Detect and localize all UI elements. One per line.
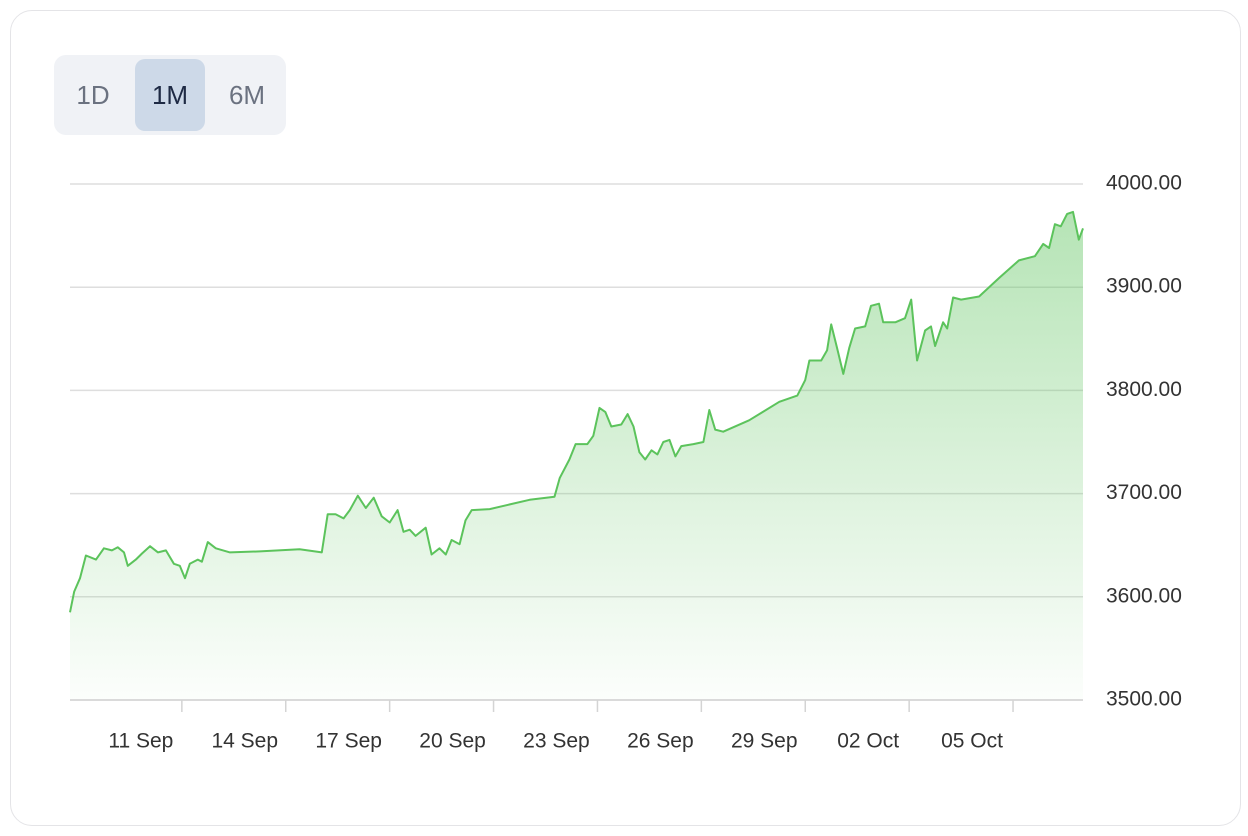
y-tick-label: 3500.00 xyxy=(1106,688,1182,711)
range-button[interactable]: 1D xyxy=(76,80,110,110)
line xyxy=(69,210,1084,613)
y-tick-label: 3600.00 xyxy=(1106,584,1182,607)
x-tick-label: 02 Oct xyxy=(837,730,899,753)
y-tick-label: 4000.00 xyxy=(1106,172,1182,195)
range-button[interactable]: 6M xyxy=(228,80,266,110)
x-tick-label: 23 Sep xyxy=(523,730,590,753)
area xyxy=(70,211,1083,700)
range-button[interactable]: 1M xyxy=(135,59,205,131)
y-tick-label: 3700.00 xyxy=(1106,481,1182,504)
y-tick-label: 3800.00 xyxy=(1106,378,1182,401)
x-tick-label: 29 Sep xyxy=(731,730,798,753)
x-tick-label: 26 Sep xyxy=(627,730,694,753)
x-tick-label: 14 Sep xyxy=(211,730,278,753)
x-tick-label: 17 Sep xyxy=(315,730,382,753)
x-tick-label: 20 Sep xyxy=(419,730,486,753)
card: 1D 1M 6M xyxy=(10,10,1241,826)
range-selector: 1D 1M 6M xyxy=(54,55,286,135)
y-tick-label: 3900.00 xyxy=(1106,275,1182,298)
x-tick-label: 05 Oct xyxy=(941,730,1003,753)
x-tick-label: 11 Sep xyxy=(108,730,173,753)
